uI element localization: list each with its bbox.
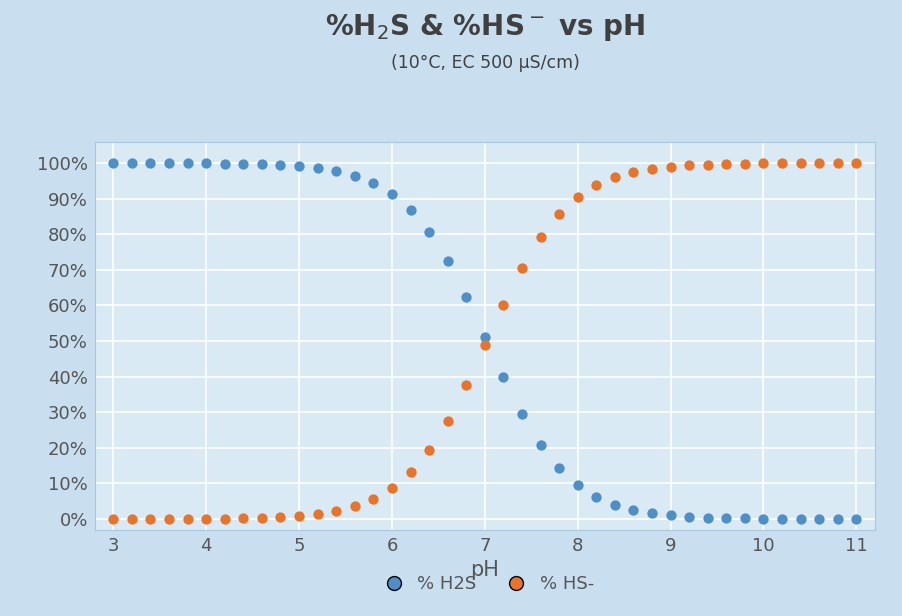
Point (570, 192, 584, 201)
Point (756, 514, 770, 524)
Point (292, 511, 307, 521)
Text: (10°C, EC 500 μS/cm): (10°C, EC 500 μS/cm) (391, 54, 580, 72)
Point (626, 167, 640, 177)
Point (794, 158, 808, 168)
Legend: % H2S, % HS-: % H2S, % HS- (369, 568, 601, 600)
Point (199, 158, 214, 168)
Point (347, 171, 362, 181)
Point (422, 445, 437, 455)
Point (180, 158, 195, 168)
Point (608, 500, 622, 510)
Point (775, 514, 789, 524)
Point (403, 468, 418, 477)
Point (570, 480, 584, 490)
Point (273, 160, 288, 170)
Point (459, 380, 474, 390)
Point (292, 161, 307, 171)
Text: %H$_2$S & %HS$^-$ vs pH: %H$_2$S & %HS$^-$ vs pH (325, 12, 646, 43)
Point (849, 514, 863, 524)
Point (366, 179, 381, 188)
Point (254, 160, 269, 169)
Point (738, 514, 752, 524)
Point (589, 492, 603, 502)
Point (515, 263, 529, 273)
X-axis label: pH: pH (470, 561, 500, 580)
Point (756, 158, 770, 168)
Point (161, 158, 176, 168)
Point (440, 416, 455, 426)
Point (682, 160, 696, 170)
Point (254, 513, 269, 522)
Point (775, 158, 789, 168)
Point (478, 340, 492, 350)
Point (236, 159, 251, 169)
Point (310, 509, 325, 519)
Point (515, 410, 529, 419)
Point (124, 514, 139, 524)
Point (347, 501, 362, 511)
Point (496, 373, 511, 383)
Point (236, 513, 251, 523)
Point (496, 300, 511, 310)
Point (385, 483, 400, 493)
Point (552, 209, 566, 219)
Point (719, 513, 733, 523)
Point (812, 514, 826, 524)
Point (124, 158, 139, 168)
Point (701, 513, 715, 522)
Point (849, 158, 863, 168)
Point (552, 463, 566, 473)
Point (478, 332, 492, 342)
Point (645, 508, 659, 518)
Point (533, 232, 548, 242)
Point (459, 292, 474, 302)
Point (143, 158, 158, 168)
Point (794, 514, 808, 524)
Point (738, 159, 752, 169)
Point (831, 158, 845, 168)
Point (422, 227, 437, 237)
Point (366, 494, 381, 504)
Point (626, 505, 640, 515)
Point (199, 514, 214, 524)
Point (645, 164, 659, 174)
Point (831, 514, 845, 524)
Point (403, 205, 418, 215)
Point (329, 166, 344, 176)
Point (682, 512, 696, 522)
Point (812, 158, 826, 168)
Point (701, 160, 715, 169)
Point (589, 180, 603, 190)
Point (385, 189, 400, 199)
Point (217, 514, 232, 524)
Point (663, 162, 677, 172)
Point (310, 163, 325, 173)
Point (106, 158, 121, 168)
Point (329, 506, 344, 516)
Point (161, 514, 176, 524)
Point (106, 514, 121, 524)
Point (273, 512, 288, 522)
Point (719, 159, 733, 169)
Point (180, 514, 195, 524)
Point (217, 159, 232, 169)
Point (440, 256, 455, 266)
Point (533, 440, 548, 450)
Point (143, 514, 158, 524)
Point (608, 172, 622, 182)
Point (663, 511, 677, 521)
